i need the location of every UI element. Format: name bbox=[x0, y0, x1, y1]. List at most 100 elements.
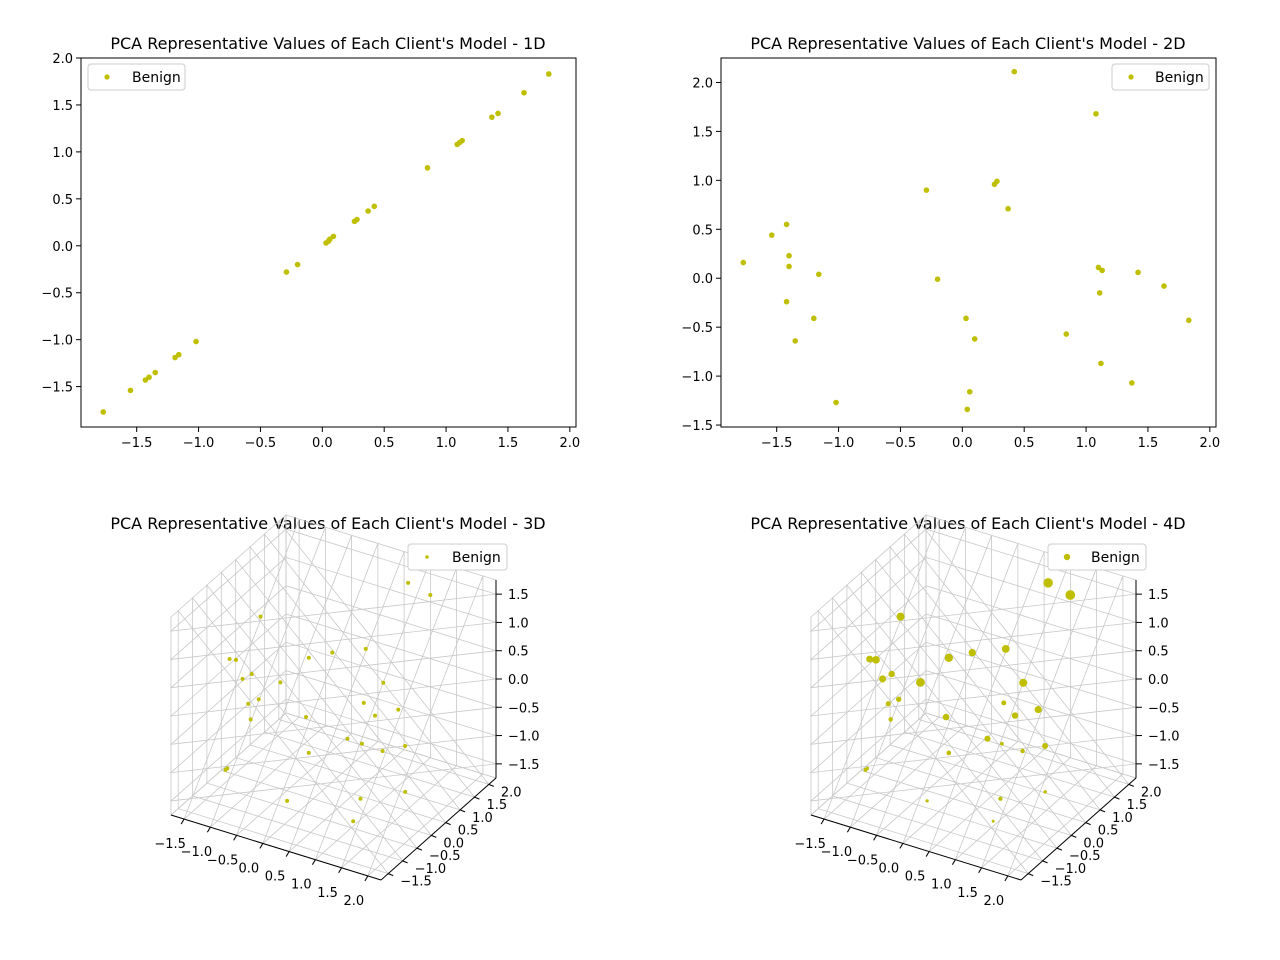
data-point bbox=[895, 696, 902, 702]
y-tick-label: 1.0 bbox=[1112, 811, 1133, 826]
data-point bbox=[304, 715, 309, 720]
ticks-3d: −1.5−1.0−0.50.00.51.01.52.0−1.5−1.0−0.50… bbox=[154, 588, 539, 909]
x-tick-mark bbox=[951, 859, 956, 865]
y-tick-mark bbox=[1114, 796, 1120, 800]
grid-line bbox=[169, 613, 497, 717]
y-tick-label: 1.5 bbox=[692, 125, 713, 140]
y-tick-mark bbox=[474, 796, 480, 800]
data-point bbox=[783, 221, 790, 228]
x-axis-line bbox=[810, 814, 1022, 881]
data-point bbox=[363, 646, 368, 651]
y-tick-label: 0.0 bbox=[692, 272, 713, 287]
x-tick-label: 1.5 bbox=[957, 886, 978, 901]
y-tick-label: −1.5 bbox=[41, 381, 73, 396]
legend-box-2d bbox=[1111, 63, 1210, 91]
data-point bbox=[934, 276, 941, 283]
data-point bbox=[428, 593, 433, 598]
points-2d bbox=[740, 68, 1192, 413]
y-tick-mark bbox=[445, 822, 451, 826]
data-point bbox=[359, 741, 364, 746]
y-tick-mark bbox=[1128, 783, 1134, 787]
data-point bbox=[1020, 748, 1025, 754]
y-tick-label: −1.0 bbox=[415, 862, 447, 877]
y-tick-label: 2.0 bbox=[52, 52, 73, 67]
data-point bbox=[152, 369, 159, 376]
data-point bbox=[896, 612, 905, 621]
x-tick-mark bbox=[978, 867, 983, 874]
x-tick-mark bbox=[180, 818, 185, 825]
z-tick-label: −0.5 bbox=[1148, 701, 1180, 716]
ticks-4d: −1.5−1.0−0.50.00.51.01.52.0−1.5−1.0−0.50… bbox=[794, 588, 1179, 909]
data-point bbox=[278, 680, 283, 685]
x-tick-label: 1.5 bbox=[317, 886, 338, 901]
x-tick-mark bbox=[899, 843, 904, 849]
data-point bbox=[998, 796, 1003, 801]
data-point bbox=[740, 259, 747, 266]
y-tick-label: −0.5 bbox=[1069, 849, 1101, 864]
x-tick-mark bbox=[311, 859, 316, 865]
data-point bbox=[968, 648, 976, 657]
data-point bbox=[963, 315, 969, 322]
data-point bbox=[403, 789, 408, 794]
data-point bbox=[249, 671, 254, 676]
data-point bbox=[294, 261, 301, 268]
chart-title-1d: PCA Representative Values of Each Client… bbox=[110, 34, 545, 53]
data-point bbox=[1043, 790, 1047, 794]
data-point bbox=[923, 187, 930, 193]
grid-line bbox=[169, 698, 497, 802]
data-point bbox=[811, 315, 817, 322]
data-point bbox=[815, 271, 822, 278]
data-point bbox=[330, 650, 335, 655]
x-tick-label: 2.0 bbox=[344, 894, 365, 909]
data-point bbox=[545, 71, 552, 77]
data-point bbox=[489, 114, 495, 120]
y-tick-label: 1.0 bbox=[472, 811, 493, 826]
data-point bbox=[872, 656, 880, 664]
grid-line bbox=[169, 670, 497, 774]
data-point bbox=[248, 717, 253, 722]
data-point bbox=[1019, 678, 1028, 687]
data-point bbox=[1001, 644, 1010, 653]
data-point bbox=[1000, 741, 1004, 746]
data-point bbox=[175, 351, 182, 358]
x-tick-mark bbox=[1004, 875, 1009, 882]
data-point bbox=[424, 165, 431, 171]
data-point bbox=[792, 338, 799, 344]
data-point bbox=[879, 675, 887, 683]
data-point bbox=[1063, 331, 1070, 337]
chart-title-2d: PCA Representative Values of Each Client… bbox=[750, 34, 1185, 53]
data-point bbox=[406, 580, 411, 585]
y-tick-label: −1.0 bbox=[681, 370, 713, 385]
legend-3d: Benign bbox=[407, 543, 508, 571]
grid-line bbox=[809, 613, 1137, 717]
points-1d bbox=[100, 71, 552, 415]
y-tick-mark bbox=[1085, 822, 1091, 826]
data-point bbox=[223, 767, 228, 772]
legend-1d: Benign bbox=[87, 63, 186, 91]
data-point bbox=[1065, 590, 1076, 600]
x-tick-label: −1.0 bbox=[821, 845, 853, 860]
data-point bbox=[403, 743, 408, 748]
y-tick-label: 2.0 bbox=[692, 76, 713, 91]
panel-2d: PCA Representative Values of Each Client… bbox=[681, 34, 1220, 451]
x-tick-label: 1.0 bbox=[291, 878, 312, 893]
legend-box-4d bbox=[1047, 543, 1147, 571]
y-tick-mark bbox=[488, 783, 494, 787]
x-tick-label: 0.5 bbox=[905, 870, 926, 885]
y-tick-label: −0.5 bbox=[681, 321, 713, 336]
data-point bbox=[193, 338, 199, 345]
x-tick-mark bbox=[925, 851, 930, 857]
y-tick-label: 0.5 bbox=[1098, 824, 1119, 839]
y-tick-label: 1.5 bbox=[1126, 798, 1147, 813]
grid-line bbox=[169, 585, 497, 689]
data-point bbox=[888, 670, 895, 678]
z-tick-label: −1.5 bbox=[1148, 758, 1180, 773]
x-tick-label: 0.0 bbox=[952, 436, 973, 451]
z-tick-label: 1.5 bbox=[1148, 588, 1169, 603]
y-tick-mark bbox=[1099, 809, 1106, 813]
y-tick-mark bbox=[1028, 873, 1034, 877]
x-tick-mark bbox=[873, 835, 878, 841]
data-point bbox=[361, 700, 366, 705]
data-point bbox=[946, 750, 952, 756]
data-point bbox=[1011, 68, 1018, 75]
